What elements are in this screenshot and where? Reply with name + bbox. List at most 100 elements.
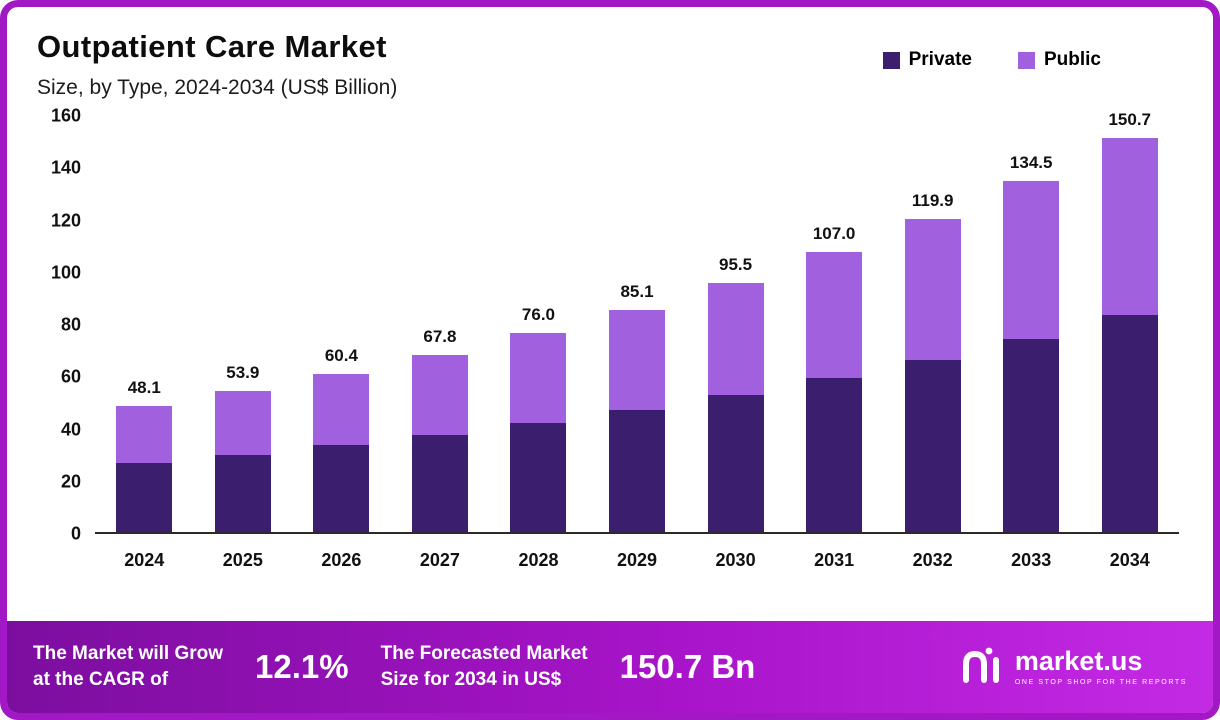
bar-stack bbox=[806, 252, 863, 532]
bar-segment-public bbox=[1101, 138, 1158, 316]
x-axis-label: 2033 bbox=[1011, 550, 1052, 570]
chart-subtitle: Size, by Type, 2024-2034 (US$ Billion) bbox=[37, 76, 398, 99]
y-axis-tick: 80 bbox=[60, 314, 81, 335]
bar-column: 76.0 2028 bbox=[489, 116, 588, 571]
bar-segment-private bbox=[214, 454, 271, 532]
x-axis-label: 2028 bbox=[518, 550, 559, 570]
bar-column: 95.5 2030 bbox=[686, 116, 785, 571]
legend-swatch-public bbox=[1017, 51, 1035, 69]
bar-segment-public bbox=[609, 309, 665, 410]
x-axis-label: 2030 bbox=[715, 550, 756, 570]
bar-segment-private bbox=[411, 434, 468, 532]
bar-total-label: 76.0 bbox=[521, 305, 555, 325]
bar-area: 60.4 bbox=[292, 116, 391, 534]
x-axis-label: 2031 bbox=[814, 550, 855, 570]
bar-area: 134.5 bbox=[981, 116, 1081, 534]
bar-segment-public bbox=[313, 374, 370, 446]
x-axis-label: 2024 bbox=[124, 550, 165, 570]
brand-logo-icon bbox=[958, 642, 1004, 693]
bar-area: 67.8 bbox=[390, 116, 490, 534]
page-title: Outpatient Care Market bbox=[37, 29, 387, 64]
bar-segment-private bbox=[707, 394, 764, 532]
bar-area: 150.7 bbox=[1080, 110, 1180, 534]
bar-total-label: 119.9 bbox=[911, 190, 954, 210]
legend-item-public: Public bbox=[1017, 49, 1101, 71]
bar-column: 85.1 2029 bbox=[587, 116, 687, 571]
legend-swatch-private bbox=[882, 51, 900, 69]
bar-segment-private bbox=[806, 378, 863, 532]
brand: market.us ONE STOP SHOP FOR THE REPORTS bbox=[958, 642, 1187, 693]
bar-total-label: 134.5 bbox=[1009, 152, 1053, 172]
bar-segment-public bbox=[214, 391, 271, 455]
y-axis-tick: 20 bbox=[60, 471, 81, 492]
bar-area: 107.0 bbox=[784, 116, 884, 534]
bar-column: 67.8 2027 bbox=[390, 116, 490, 571]
legend-label: Public bbox=[1043, 49, 1101, 70]
bar-segment-public bbox=[510, 333, 567, 423]
bar-segment-public bbox=[904, 218, 961, 360]
bar-area: 85.1 bbox=[587, 116, 687, 534]
brand-name: market.us bbox=[1014, 646, 1143, 676]
bar-column: 150.7 2034 bbox=[1080, 110, 1180, 571]
legend-label: Private bbox=[908, 49, 972, 70]
legend: Private Public bbox=[882, 49, 1101, 71]
bar-stack bbox=[609, 309, 665, 532]
bar-total-label: 67.8 bbox=[423, 326, 457, 346]
bar-segment-public bbox=[806, 252, 863, 379]
bar-area: 53.9 bbox=[193, 116, 293, 534]
bar-segment-public bbox=[116, 406, 173, 463]
y-axis-tick: 140 bbox=[50, 157, 81, 178]
y-axis-tick: 0 bbox=[70, 523, 81, 544]
bar-stack bbox=[904, 218, 961, 532]
bar-total-label: 53.9 bbox=[226, 363, 260, 383]
bar-stack bbox=[1003, 180, 1060, 532]
bar-area: 95.5 bbox=[686, 116, 785, 534]
bar-column: 107.0 2031 bbox=[784, 116, 884, 571]
brand-text: market.us ONE STOP SHOP FOR THE REPORTS bbox=[1014, 646, 1187, 687]
bar-segment-private bbox=[313, 445, 370, 532]
y-axis-tick: 60 bbox=[60, 366, 81, 387]
forecast-value: 150.7 Bn bbox=[619, 648, 756, 685]
chart-area: 0 20 40 60 80 100 120 140 160 48.1 2024 53.9 2025 60… bbox=[37, 106, 1180, 571]
bar-stack bbox=[116, 406, 173, 532]
bar-stack bbox=[411, 354, 468, 532]
bar-column: 119.9 2032 bbox=[883, 116, 982, 571]
y-axis: 0 20 40 60 80 100 120 140 160 bbox=[37, 106, 95, 544]
forecast-label: The Forecasted Market Size for 2034 in U… bbox=[380, 643, 588, 690]
x-axis-label: 2026 bbox=[321, 550, 362, 570]
y-axis-tick: 120 bbox=[50, 210, 81, 230]
cagr-label: The Market will Grow at the CAGR of bbox=[33, 643, 224, 690]
bar-area: 48.1 bbox=[95, 116, 194, 534]
bar-segment-private bbox=[510, 422, 567, 532]
footer-banner: The Market will Grow at the CAGR of 12.1… bbox=[7, 621, 1213, 713]
x-axis-label: 2034 bbox=[1109, 550, 1150, 570]
bar-stack bbox=[510, 333, 567, 532]
x-axis-label: 2029 bbox=[616, 550, 658, 570]
bar-segment-private bbox=[1101, 315, 1158, 532]
bar-segment-public bbox=[411, 354, 468, 435]
bar-total-label: 60.4 bbox=[324, 346, 358, 366]
bar-stack bbox=[1101, 138, 1158, 532]
x-axis-label: 2032 bbox=[912, 550, 953, 570]
bar-total-label: 85.1 bbox=[620, 281, 654, 301]
bar-segment-private bbox=[609, 409, 665, 532]
bar-column: 48.1 2024 bbox=[95, 116, 194, 571]
bar-segment-private bbox=[116, 462, 173, 532]
bar-area: 119.9 bbox=[883, 116, 982, 534]
plot: 48.1 2024 53.9 2025 60.4 2026 67.8 2027 76.0 2028… bbox=[95, 110, 1180, 571]
y-axis-tick: 40 bbox=[60, 419, 81, 439]
brand-tagline: ONE STOP SHOP FOR THE REPORTS bbox=[1014, 679, 1187, 686]
bar-stack bbox=[313, 374, 370, 532]
bar-segment-private bbox=[1003, 338, 1060, 532]
x-axis-label: 2027 bbox=[419, 550, 460, 570]
cagr-value: 12.1% bbox=[255, 648, 349, 685]
bar-column: 53.9 2025 bbox=[193, 116, 293, 571]
bar-area: 76.0 bbox=[489, 116, 588, 534]
chart-section: Outpatient Care Market Size, by Type, 20… bbox=[7, 7, 1213, 621]
bar-stack bbox=[707, 282, 764, 532]
bar-stack bbox=[214, 391, 271, 532]
bar-total-label: 95.5 bbox=[719, 254, 753, 274]
bar-segment-public bbox=[707, 282, 764, 395]
y-axis-tick: 100 bbox=[50, 262, 81, 283]
